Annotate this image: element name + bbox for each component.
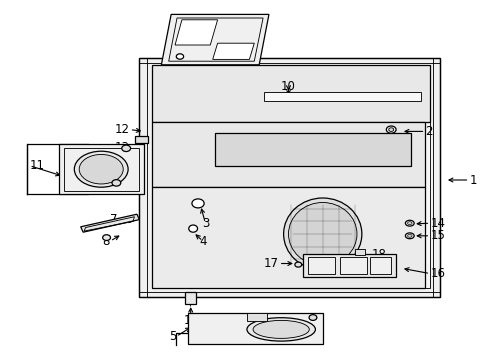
Polygon shape (188, 313, 322, 344)
Bar (307, 257, 334, 274)
Ellipse shape (191, 199, 204, 208)
Polygon shape (215, 133, 410, 166)
Text: 10: 10 (281, 80, 295, 93)
Ellipse shape (252, 320, 308, 338)
Text: 15: 15 (429, 229, 444, 242)
Polygon shape (161, 14, 268, 65)
Text: 19: 19 (183, 314, 198, 327)
Polygon shape (139, 58, 439, 297)
Polygon shape (212, 43, 254, 59)
Bar (303, 254, 395, 277)
Polygon shape (175, 20, 217, 45)
Ellipse shape (388, 128, 393, 131)
Ellipse shape (188, 225, 197, 232)
Bar (264, 92, 420, 101)
Ellipse shape (74, 151, 128, 187)
Ellipse shape (308, 315, 316, 320)
Polygon shape (151, 187, 425, 288)
Bar (135, 136, 147, 143)
Text: 21: 21 (212, 19, 227, 32)
Ellipse shape (283, 198, 361, 270)
Ellipse shape (407, 234, 411, 237)
Polygon shape (151, 65, 429, 288)
Polygon shape (81, 214, 139, 232)
Text: 14: 14 (429, 217, 445, 230)
Text: 1: 1 (468, 174, 476, 186)
Bar (339, 257, 366, 274)
Ellipse shape (288, 202, 356, 266)
Text: 11: 11 (29, 159, 44, 172)
Ellipse shape (405, 233, 413, 239)
Text: 16: 16 (429, 267, 445, 280)
Ellipse shape (176, 54, 183, 59)
Text: 18: 18 (371, 248, 386, 261)
Polygon shape (59, 144, 144, 194)
Text: 9: 9 (244, 157, 251, 170)
Ellipse shape (102, 235, 110, 240)
Text: 12: 12 (114, 123, 129, 136)
Text: 17: 17 (263, 257, 278, 270)
Bar (369, 257, 390, 274)
Text: 3: 3 (201, 217, 209, 230)
Ellipse shape (294, 262, 301, 267)
Polygon shape (151, 122, 425, 187)
Bar (246, 313, 266, 321)
Bar (354, 249, 365, 255)
Ellipse shape (79, 154, 123, 184)
Text: 6: 6 (235, 318, 243, 330)
Ellipse shape (405, 220, 413, 226)
Text: 20: 20 (81, 177, 95, 190)
Bar (184, 292, 195, 304)
Ellipse shape (122, 145, 130, 152)
Ellipse shape (386, 126, 395, 133)
Ellipse shape (246, 318, 315, 341)
Text: 4: 4 (199, 235, 206, 248)
Ellipse shape (407, 222, 411, 225)
Ellipse shape (112, 180, 121, 186)
Text: 2: 2 (425, 125, 432, 138)
Polygon shape (151, 65, 429, 122)
Text: 5: 5 (168, 330, 176, 343)
Text: 8: 8 (102, 235, 110, 248)
Text: 13: 13 (115, 141, 129, 154)
Text: 7: 7 (110, 213, 117, 226)
